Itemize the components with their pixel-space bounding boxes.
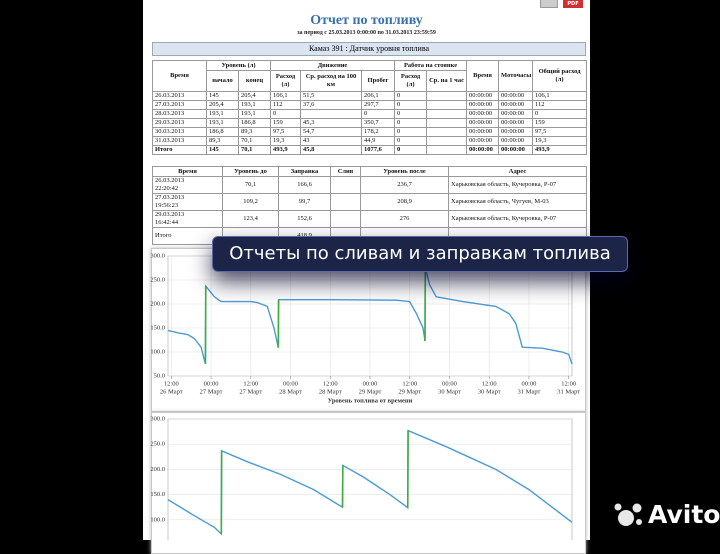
x-tick-label: 12:00	[482, 380, 497, 387]
x-tick-date: 31 Март	[518, 388, 541, 395]
x-tick-date: 27 Март	[200, 388, 223, 395]
x-tick-date: 29 Март	[398, 388, 421, 395]
y-tick-label: 300.0	[150, 415, 165, 422]
x-tick-label: 12:00	[402, 380, 417, 387]
y-tick-label: 100.0	[150, 516, 165, 523]
x-tick-date: 27 Март	[239, 388, 262, 395]
chart-caption: Уровень топлива от времени	[328, 397, 413, 404]
y-tick-label: 250.0	[150, 276, 165, 283]
x-tick-label: 00:00	[522, 380, 537, 387]
x-tick-date: 28 Март	[319, 388, 342, 395]
watermark: Avito	[648, 500, 720, 529]
x-tick-date: 30 Март	[438, 388, 461, 395]
promo-banner: Отчеты по сливам и заправкам топлива	[212, 236, 628, 272]
x-tick-label: 00:00	[442, 380, 457, 387]
y-tick-label: 300.0	[150, 252, 165, 259]
y-tick-label: 200.0	[150, 466, 165, 473]
x-tick-label: 12:00	[561, 380, 576, 387]
x-tick-date: 29 Март	[359, 388, 382, 395]
x-tick-date: 28 Март	[279, 388, 302, 395]
y-tick-label: 200.0	[150, 300, 165, 307]
y-tick-label: 150.0	[150, 491, 165, 498]
y-tick-label: 150.0	[150, 324, 165, 331]
y-tick-label: 50.0	[154, 372, 165, 379]
y-tick-label: 250.0	[150, 441, 165, 448]
x-tick-label: 12:00	[323, 380, 338, 387]
x-tick-date: 30 Март	[478, 388, 501, 395]
x-tick-date: 26 Март	[160, 388, 183, 395]
screen: PDF Отчет по топливу за период с 25.03.2…	[0, 0, 720, 540]
x-tick-label: 00:00	[204, 380, 219, 387]
x-tick-label: 12:00	[164, 380, 179, 387]
x-tick-label: 00:00	[363, 380, 378, 387]
x-tick-date: 31 Март	[557, 388, 580, 395]
y-tick-label: 100.0	[150, 348, 165, 355]
avito-logo-icon	[615, 504, 643, 527]
x-tick-label: 12:00	[243, 380, 258, 387]
x-tick-label: 00:00	[283, 380, 298, 387]
